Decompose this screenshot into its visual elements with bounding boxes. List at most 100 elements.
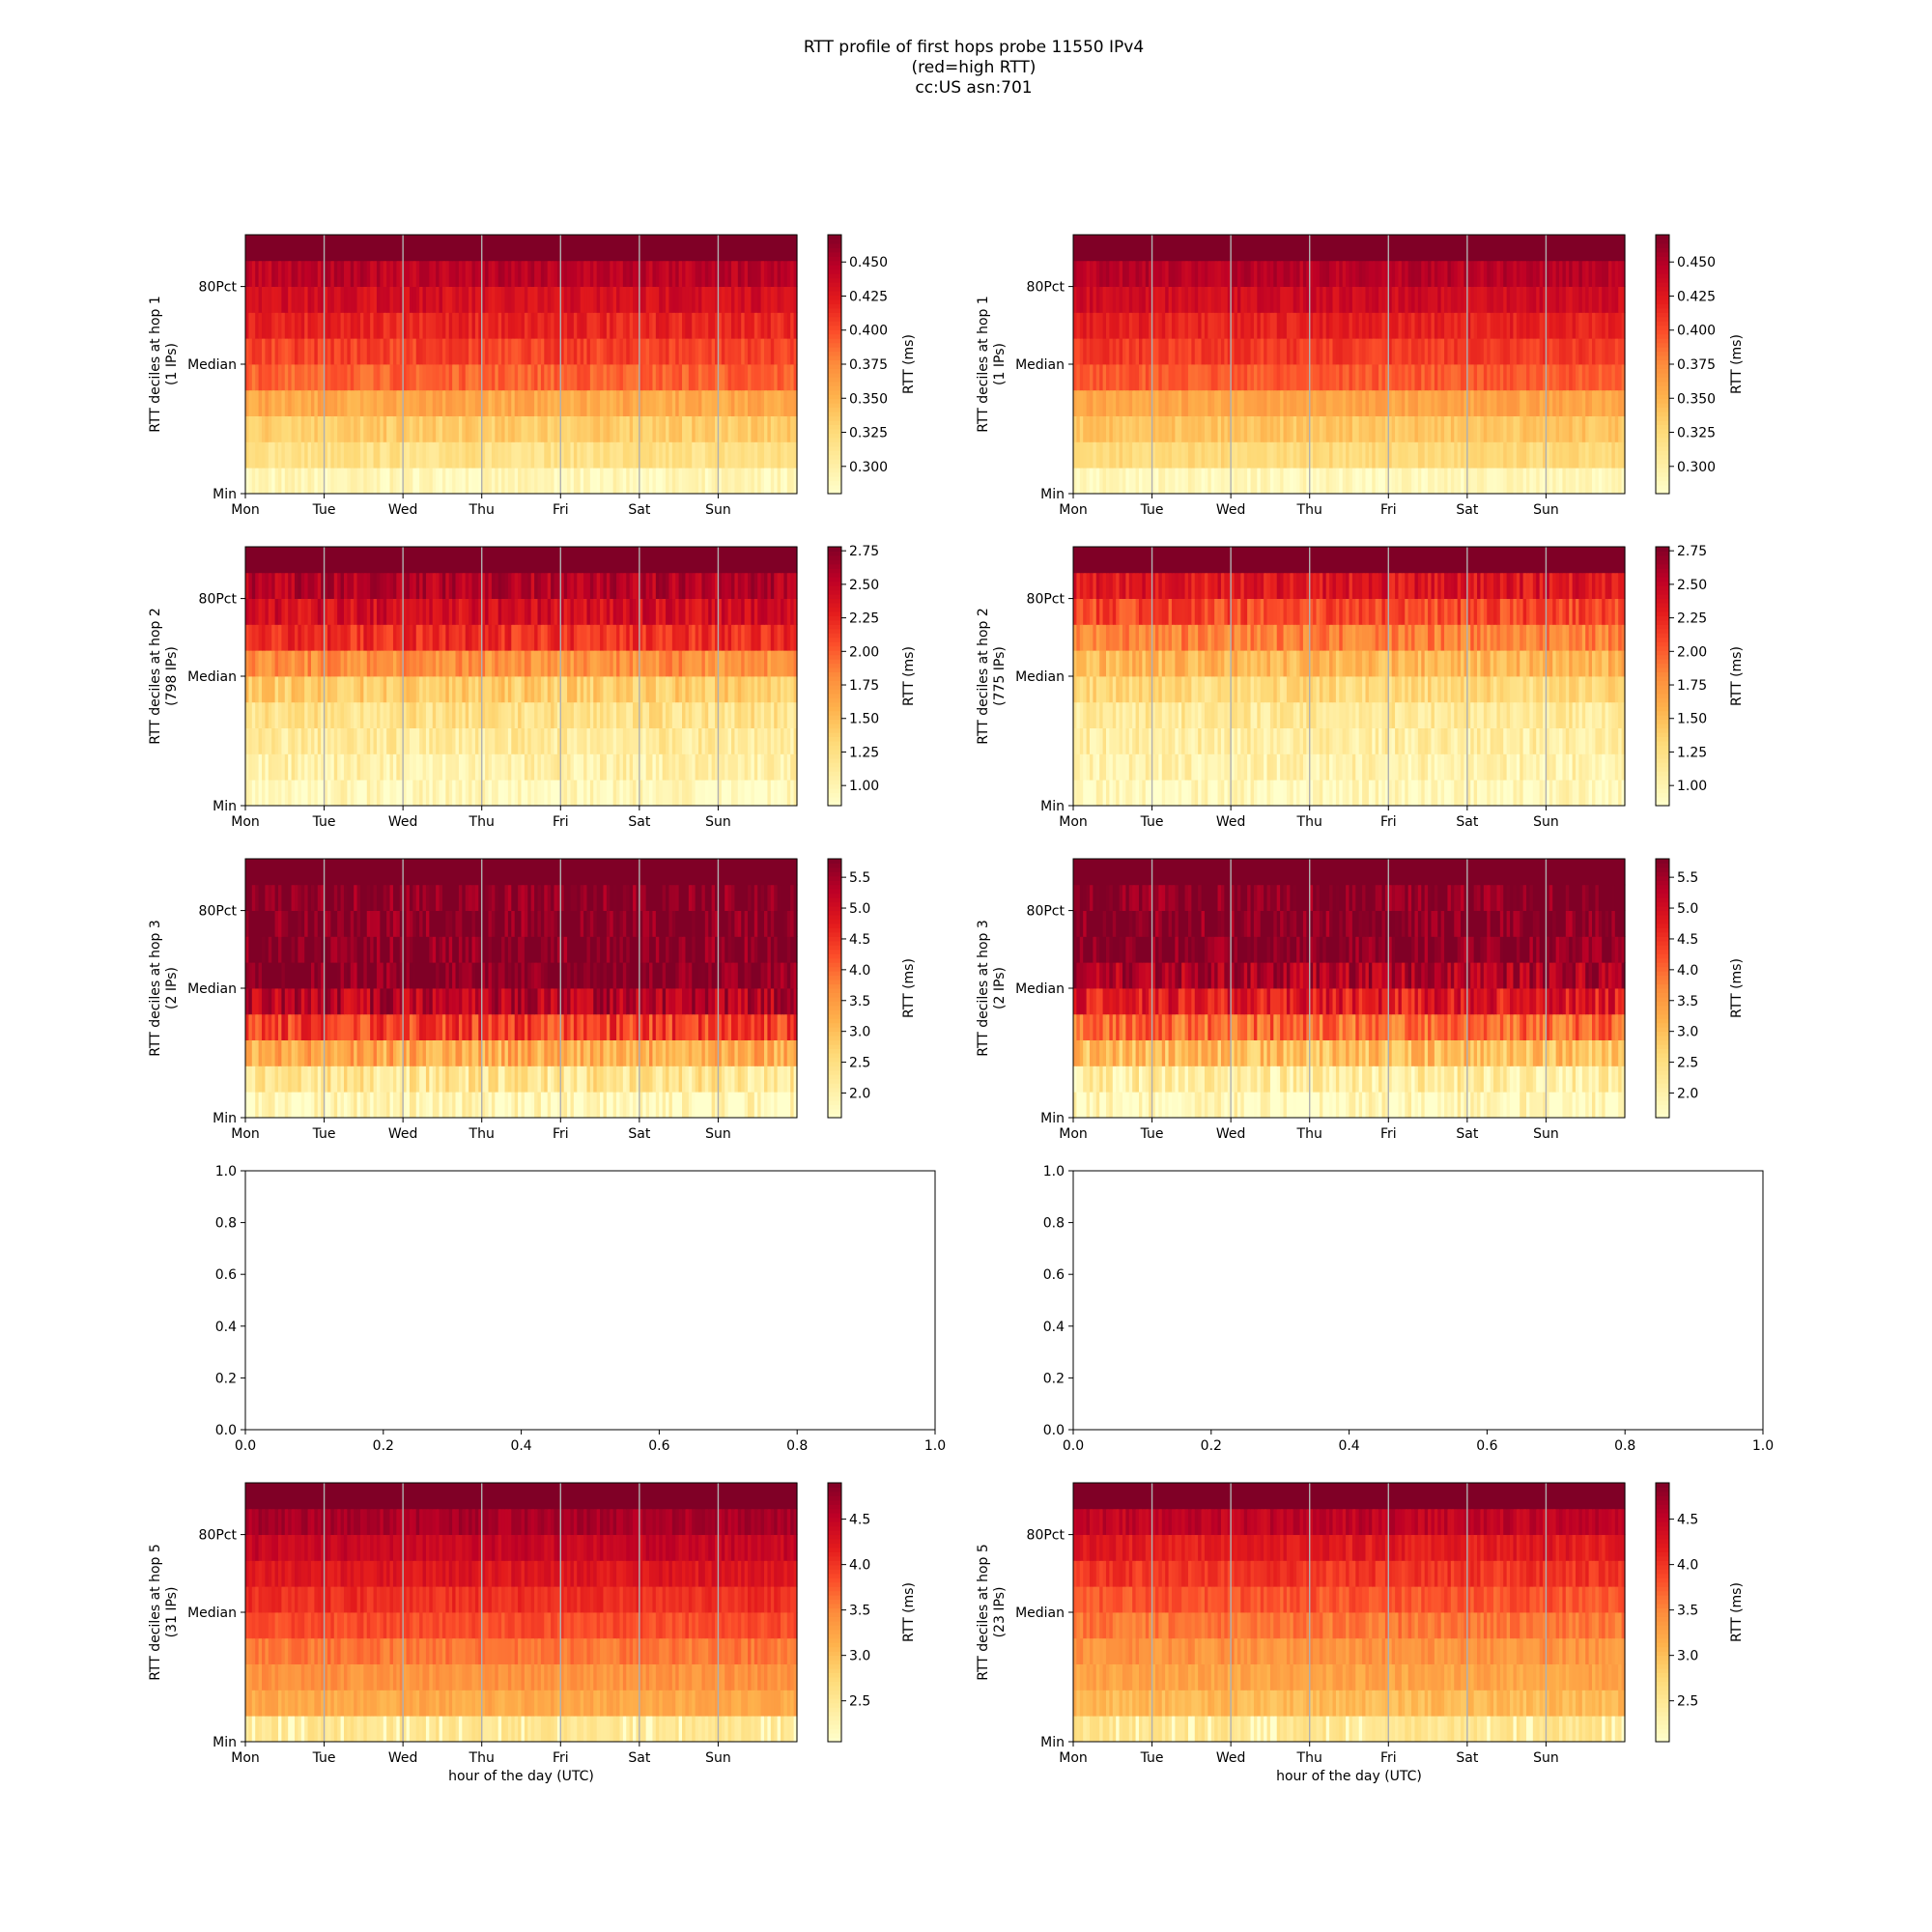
heatmap-cell [310, 468, 315, 495]
heatmap-cell [704, 468, 709, 495]
heatmap-cell [567, 235, 572, 262]
heatmap-cell [359, 235, 364, 262]
heatmap-cell [1602, 364, 1606, 391]
heatmap-cell [304, 338, 309, 365]
heatmap-cell [666, 441, 670, 469]
heatmap-cell [1576, 441, 1580, 469]
heatmap-cell [1365, 441, 1370, 469]
heatmap-cell [748, 235, 753, 262]
heatmap-cell [465, 286, 469, 313]
heatmap-cell [1349, 364, 1353, 391]
colorbar-segment [1656, 333, 1669, 339]
heatmap-cell [1578, 468, 1583, 495]
heatmap-cell [507, 286, 512, 313]
heatmap-cell [1112, 364, 1117, 391]
heatmap-cell [1487, 468, 1492, 495]
heatmap-cell [1125, 364, 1130, 391]
heatmap-cell [692, 441, 696, 469]
colorbar-tick-label: 0.425 [849, 289, 888, 304]
heatmap-cell [655, 312, 660, 339]
heatmap-cell [441, 468, 446, 495]
heatmap-cell [321, 468, 326, 495]
heatmap-cell [501, 415, 506, 442]
heatmap-cell [415, 780, 420, 807]
heatmap-cell [347, 415, 352, 442]
heatmap-cell [1194, 312, 1199, 339]
heatmap-cell [1576, 468, 1580, 495]
heatmap-cell [1083, 389, 1088, 416]
heatmap-cell [586, 468, 591, 495]
heatmap-cell [495, 338, 499, 365]
heatmap-cell [383, 468, 387, 495]
heatmap-cell [373, 753, 378, 781]
heatmap-cell [1378, 441, 1383, 469]
heatmap-cell [1585, 441, 1590, 469]
heatmap-cell [1191, 364, 1196, 391]
heatmap-cell [465, 389, 469, 416]
heatmap-cell [363, 389, 368, 416]
heatmap-cell [1388, 441, 1393, 469]
colorbar-segment [1656, 321, 1669, 327]
heatmap-cell [307, 312, 312, 339]
heatmap-cell [1161, 415, 1166, 442]
heatmap-cell [373, 441, 378, 469]
heatmap-cell [1516, 415, 1520, 442]
heatmap-cell [445, 468, 450, 495]
heatmap-cell [277, 727, 282, 754]
heatmap-cell [1149, 364, 1153, 391]
heatmap-cell [1168, 364, 1173, 391]
heatmap-cell [373, 312, 378, 339]
heatmap-cell [645, 286, 650, 313]
heatmap-cell [507, 415, 512, 442]
heatmap-cell [652, 468, 657, 495]
heatmap-cell [271, 235, 276, 262]
heatmap-cell [1184, 441, 1189, 469]
heatmap-cell [1217, 389, 1222, 416]
heatmap-cell [753, 468, 758, 495]
heatmap-cell [1447, 468, 1452, 495]
heatmap-cell [1079, 364, 1084, 391]
heatmap-cell [317, 753, 322, 781]
heatmap-cell [518, 364, 523, 391]
heatmap-cell [1264, 338, 1268, 365]
heatmap-cell [501, 468, 506, 495]
heatmap-cell [281, 260, 286, 287]
heatmap-cell [274, 415, 279, 442]
heatmap-cell [1440, 468, 1445, 495]
heatmap-cell [1125, 389, 1130, 416]
heatmap-cell [1168, 468, 1173, 495]
heatmap-cell [1105, 312, 1110, 339]
heatmap-cell [567, 468, 572, 495]
heatmap-cell [354, 235, 358, 262]
heatmap-cell [436, 286, 440, 313]
heatmap-cell [518, 415, 523, 442]
heatmap-cell [534, 364, 539, 391]
heatmap-cell [1165, 364, 1170, 391]
heatmap-cell [1372, 415, 1377, 442]
heatmap-cell [1437, 338, 1442, 365]
heatmap-cell [1539, 338, 1544, 365]
heatmap-cell [560, 312, 565, 339]
heatmap-cell [324, 338, 328, 365]
heatmap-cell [307, 468, 312, 495]
heatmap-cell [268, 441, 272, 469]
heatmap-cell [1201, 415, 1206, 442]
colorbar-tick-label: 0.400 [1677, 324, 1716, 339]
heatmap-cell [1487, 338, 1492, 365]
heatmap-cell [307, 701, 312, 728]
heatmap-cell [432, 260, 437, 287]
heatmap-cell [1286, 389, 1291, 416]
colorbar-segment [828, 403, 841, 409]
heatmap-cell [317, 676, 322, 703]
heatmap-cell [380, 441, 384, 469]
heatmap-cell [488, 260, 493, 287]
heatmap-cell [718, 260, 723, 287]
heatmap-cell [777, 364, 781, 391]
heatmap-cell [1243, 338, 1248, 365]
heatmap-cell [540, 364, 545, 391]
heatmap-cell [695, 286, 699, 313]
heatmap-cell [383, 235, 387, 262]
heatmap-cell [455, 598, 460, 625]
heatmap-cell [1576, 389, 1580, 416]
heatmap-cell [753, 286, 758, 313]
